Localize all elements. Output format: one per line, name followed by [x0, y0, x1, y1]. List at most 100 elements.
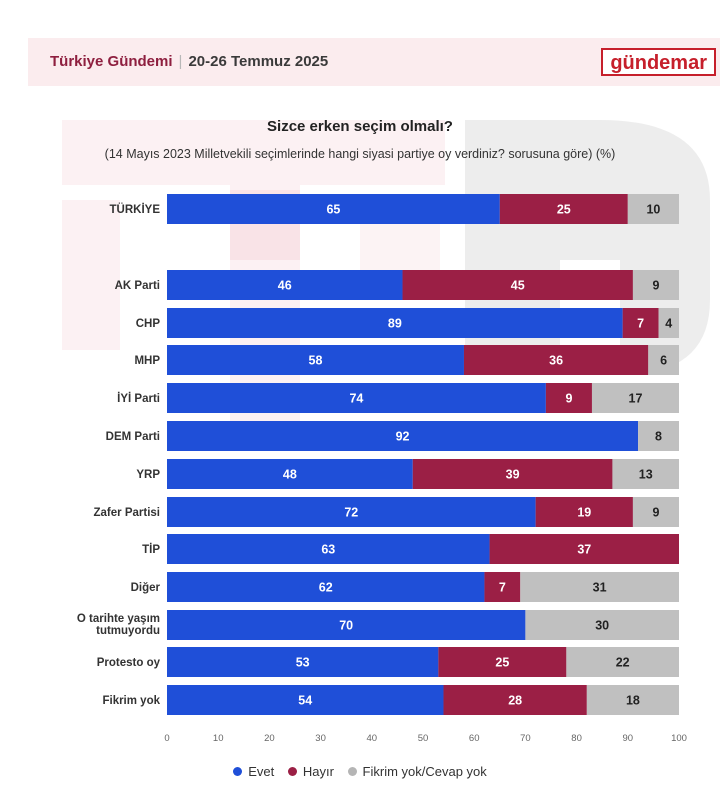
data-label-fikrim-yok-cevap-yok-fikrim-yok: 18 — [626, 694, 640, 708]
bar-fikrim-yok-cevap-yok-protesto-oy — [566, 647, 679, 677]
data-label-fikrim-yok-cevap-yok-o-tarihte-yasim-tutmuyordu: 30 — [595, 619, 609, 633]
bar-fikrim-yok-cevap-yok-diger — [520, 572, 679, 602]
data-label-evet-ti-p: 63 — [321, 543, 335, 557]
bar-evet-diger — [167, 572, 485, 602]
data-label-hayir-ti-p: 37 — [577, 543, 591, 557]
data-label-fikrim-yok-cevap-yok-ak-parti: 9 — [652, 279, 659, 293]
bar-fikrim-yok-cevap-yok-o-tarihte-yasim-tutmuyordu — [525, 610, 679, 640]
data-label-fikrim-yok-cevap-yok-i-yi-parti: 17 — [629, 392, 643, 406]
legend-item-fikrim-yok: Fikrim yok/Cevap yok — [347, 764, 487, 779]
category-label-ti-p: TİP — [142, 543, 160, 556]
data-label-hayir-fikrim-yok: 28 — [508, 694, 522, 708]
bar-evet-o-tarihte-yasim-tutmuyordu — [167, 610, 526, 640]
category-label-yrp: YRP — [136, 469, 160, 481]
bar-evet-dem-parti — [167, 421, 639, 451]
data-label-evet-mhp: 58 — [309, 354, 323, 368]
bar-evet-fikrim-yok — [167, 685, 444, 715]
bar-evet-ak-parti — [167, 270, 403, 300]
data-label-evet-ak-parti: 46 — [278, 279, 292, 293]
bar-hayir-zafer-partisi — [535, 497, 633, 527]
bar-hayir-mhp — [463, 345, 649, 375]
bar-hayir-i-yi-parti — [545, 383, 592, 413]
category-label-fikrim-yok: Fikrim yok — [102, 695, 160, 707]
bar-fikrim-yok-cevap-yok-i-yi-parti — [591, 383, 679, 413]
legend-item-evet: Evet — [233, 764, 274, 779]
data-label-fikrim-yok-cevap-yok-dem-parti: 8 — [655, 430, 662, 444]
data-label-hayir-chp: 7 — [637, 317, 644, 331]
legend-dot-hayir — [287, 767, 297, 776]
data-label-fikrim-yok-cevap-yok-diger: 31 — [593, 581, 607, 595]
data-label-hayir-protesto-oy: 25 — [495, 656, 509, 670]
bar-fikrim-yok-cevap-yok-ak-parti — [632, 270, 679, 300]
chart-subtitle: (14 Mayıs 2023 Milletvekili seçimlerinde… — [104, 147, 616, 161]
bar-fikrim-yok-cevap-yok-chp — [658, 308, 679, 338]
bar-fikrim-yok-cevap-yok-mhp — [648, 345, 679, 375]
bar-hayir-ak-parti — [402, 270, 633, 300]
data-label-evet-fikrim-yok: 54 — [298, 694, 312, 708]
data-label-fikrim-yok-cevap-yok-zafer-partisi: 9 — [652, 506, 659, 520]
bar-hayir-yrp — [412, 459, 613, 489]
x-tick-50: 50 — [418, 733, 429, 744]
header-separator: | — [178, 53, 183, 70]
data-label-fikrim-yok-cevap-yok-chp: 4 — [665, 317, 672, 331]
data-label-evet-dem-parti: 92 — [396, 430, 410, 444]
bar-fikrim-yok-cevap-yok-fikrim-yok — [586, 685, 679, 715]
category-label-dem-parti: DEM Parti — [106, 431, 160, 443]
category-label-chp: CHP — [136, 318, 161, 330]
bar-evet-turki-ye — [167, 194, 500, 224]
data-label-evet-i-yi-parti: 74 — [349, 392, 363, 406]
x-tick-10: 10 — [213, 733, 224, 744]
x-tick-100: 100 — [671, 733, 687, 744]
bar-evet-ti-p — [167, 534, 490, 564]
header-text: Türkiye Gündemi | 20-26 Temmuz 2025 — [50, 53, 328, 70]
data-label-fikrim-yok-cevap-yok-mhp: 6 — [660, 354, 667, 368]
bar-evet-protesto-oy — [167, 647, 439, 677]
bar-hayir-ti-p — [489, 534, 679, 564]
gundemar-logo: gündemar — [601, 48, 716, 76]
x-tick-80: 80 — [571, 733, 582, 744]
bar-hayir-turki-ye — [499, 194, 628, 224]
x-tick-90: 90 — [623, 733, 634, 744]
legend-label-fikrim-yok: Fikrim yok/Cevap yok — [362, 764, 487, 779]
legend-label-hayir: Hayır — [302, 764, 334, 779]
bar-evet-chp — [167, 308, 623, 338]
category-label-protesto-oy: Protesto oy — [97, 657, 161, 669]
data-label-hayir-turki-ye: 25 — [557, 203, 571, 217]
chart-legend: Evet Hayır Fikrim yok/Cevap yok — [0, 764, 720, 779]
data-label-hayir-ak-parti: 45 — [511, 279, 525, 293]
data-label-evet-o-tarihte-yasim-tutmuyordu: 70 — [339, 619, 353, 633]
legend-dot-evet — [233, 767, 243, 776]
category-label-zafer-partisi: Zafer Partisi — [94, 507, 160, 519]
data-label-evet-diger: 62 — [319, 581, 333, 595]
category-label-i-yi-parti: İYİ Parti — [117, 392, 160, 405]
data-label-evet-yrp: 48 — [283, 468, 297, 482]
bar-evet-zafer-partisi — [167, 497, 536, 527]
bar-fikrim-yok-cevap-yok-dem-parti — [638, 421, 679, 451]
category-label-mhp: MHP — [134, 355, 160, 367]
data-label-hayir-diger: 7 — [499, 581, 506, 595]
bar-evet-i-yi-parti — [167, 383, 546, 413]
bar-hayir-fikrim-yok — [443, 685, 587, 715]
bar-fikrim-yok-cevap-yok-turki-ye — [627, 194, 679, 224]
bar-hayir-chp — [622, 308, 659, 338]
x-tick-20: 20 — [264, 733, 275, 744]
data-label-evet-chp: 89 — [388, 317, 402, 331]
legend-item-hayir: Hayır — [287, 764, 334, 779]
data-label-evet-zafer-partisi: 72 — [344, 506, 358, 520]
brand-title: Türkiye Gündemi — [50, 53, 173, 70]
data-label-fikrim-yok-cevap-yok-yrp: 13 — [639, 468, 653, 482]
x-tick-60: 60 — [469, 733, 480, 744]
legend-label-evet: Evet — [248, 764, 275, 779]
data-label-hayir-mhp: 36 — [549, 354, 563, 368]
chart-title: Sizce erken seçim olmalı? — [267, 118, 453, 135]
data-label-fikrim-yok-cevap-yok-protesto-oy: 22 — [616, 656, 630, 670]
data-label-hayir-i-yi-parti: 9 — [565, 392, 572, 406]
bar-fikrim-yok-cevap-yok-zafer-partisi — [632, 497, 679, 527]
bar-hayir-diger — [484, 572, 521, 602]
data-label-hayir-zafer-partisi: 19 — [577, 506, 591, 520]
header-banner: Türkiye Gündemi | 20-26 Temmuz 2025 gündem… — [28, 38, 720, 86]
bar-hayir-protesto-oy — [438, 647, 567, 677]
bar-evet-mhp — [167, 345, 464, 375]
category-label-o-tarihte-yasim-tutmuyordu: O tarihte yaşım tutmuyordu — [77, 613, 160, 637]
